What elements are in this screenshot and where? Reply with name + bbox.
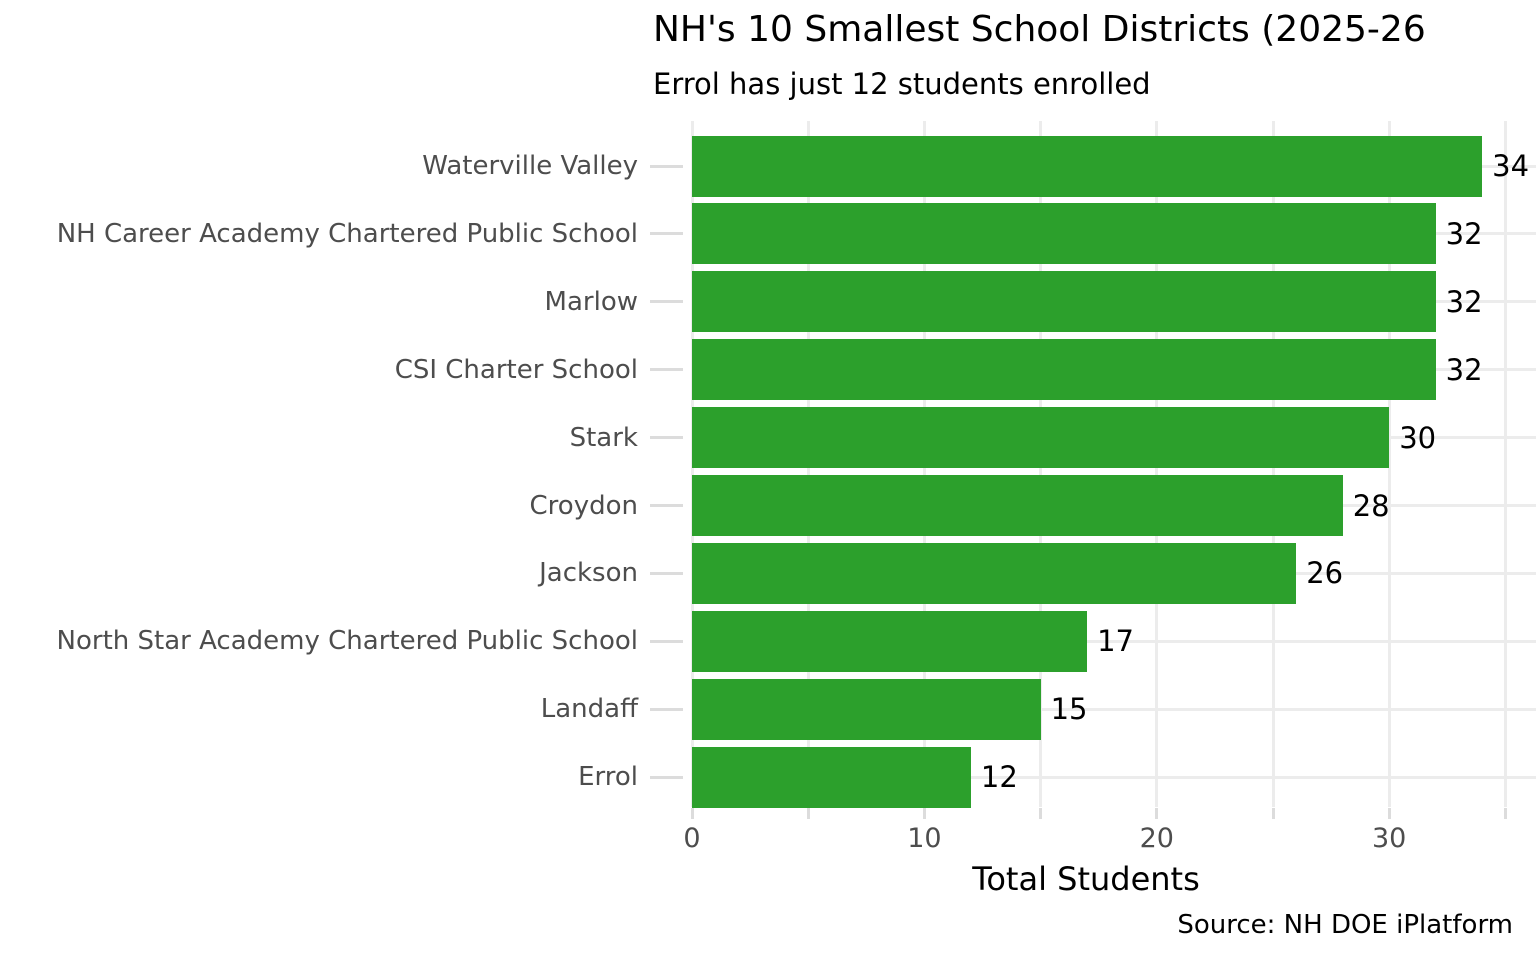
bar	[692, 339, 1436, 401]
vertical-gridline	[1503, 121, 1507, 807]
bar-value-label: 32	[1445, 216, 1483, 251]
bar-value-label: 15	[1050, 692, 1088, 727]
chart-title: NH's 10 Smallest School Districts (2025-…	[653, 9, 1426, 50]
x-tick	[1039, 808, 1043, 819]
bar	[692, 135, 1483, 197]
bar	[692, 271, 1436, 333]
bar	[692, 475, 1343, 536]
bar	[692, 610, 1088, 672]
bar-value-label: 12	[980, 760, 1018, 795]
x-tick-label: 30	[1372, 823, 1407, 854]
y-tick	[650, 232, 683, 236]
y-tick	[650, 775, 683, 779]
category-label: Croydon	[529, 490, 638, 521]
horizontal-gridline	[692, 639, 1536, 643]
x-tick	[806, 808, 810, 819]
x-tick-label: 10	[907, 823, 942, 854]
category-label: Stark	[569, 422, 638, 453]
category-label: Waterville Valley	[422, 151, 638, 181]
category-label: NH Career Academy Chartered Public Schoo…	[56, 218, 638, 249]
bar	[692, 542, 1297, 604]
category-label: North Star Academy Chartered Public Scho…	[56, 626, 638, 657]
horizontal-gridline	[692, 707, 1536, 711]
x-tick	[1271, 808, 1275, 819]
bar-value-label: 32	[1445, 284, 1483, 319]
y-tick	[650, 639, 683, 643]
x-tick	[1503, 808, 1507, 819]
y-tick	[650, 436, 683, 440]
bar	[692, 746, 971, 808]
bar-value-label: 30	[1399, 420, 1437, 455]
y-tick	[650, 164, 683, 168]
y-tick	[650, 300, 683, 304]
x-tick-label: 20	[1139, 823, 1174, 854]
vertical-gridline	[1387, 121, 1391, 807]
x-tick	[1387, 808, 1391, 819]
bar-value-label: 32	[1445, 352, 1483, 387]
bar-value-label: 17	[1097, 624, 1134, 659]
category-label: Landaff	[540, 694, 638, 725]
plot-area: 34 32 32 32 30 28 26 17 15 12	[690, 121, 1536, 808]
bar-value-label: 26	[1306, 556, 1344, 591]
bar-value-label: 28	[1352, 488, 1390, 523]
bar-value-label: 34	[1492, 149, 1530, 183]
chart-subtitle: Errol has just 12 students enrolled	[653, 67, 1151, 101]
horizontal-gridline	[692, 775, 1536, 779]
x-axis-title: Total Students	[972, 860, 1200, 898]
category-label: Errol	[578, 762, 638, 793]
bar	[692, 203, 1436, 265]
category-label: Marlow	[544, 286, 638, 317]
x-tick-label: 0	[683, 823, 701, 854]
y-tick	[650, 368, 683, 372]
source-caption: Source: NH DOE iPlatform	[1177, 910, 1513, 940]
y-tick	[650, 707, 683, 711]
x-tick	[690, 808, 694, 819]
category-label: Jackson	[539, 558, 638, 589]
x-tick	[1155, 808, 1159, 819]
bar	[692, 678, 1041, 740]
category-label: CSI Charter School	[394, 354, 638, 385]
bar	[692, 407, 1390, 469]
y-tick	[650, 571, 683, 575]
y-tick	[650, 504, 683, 507]
x-tick	[922, 808, 926, 819]
